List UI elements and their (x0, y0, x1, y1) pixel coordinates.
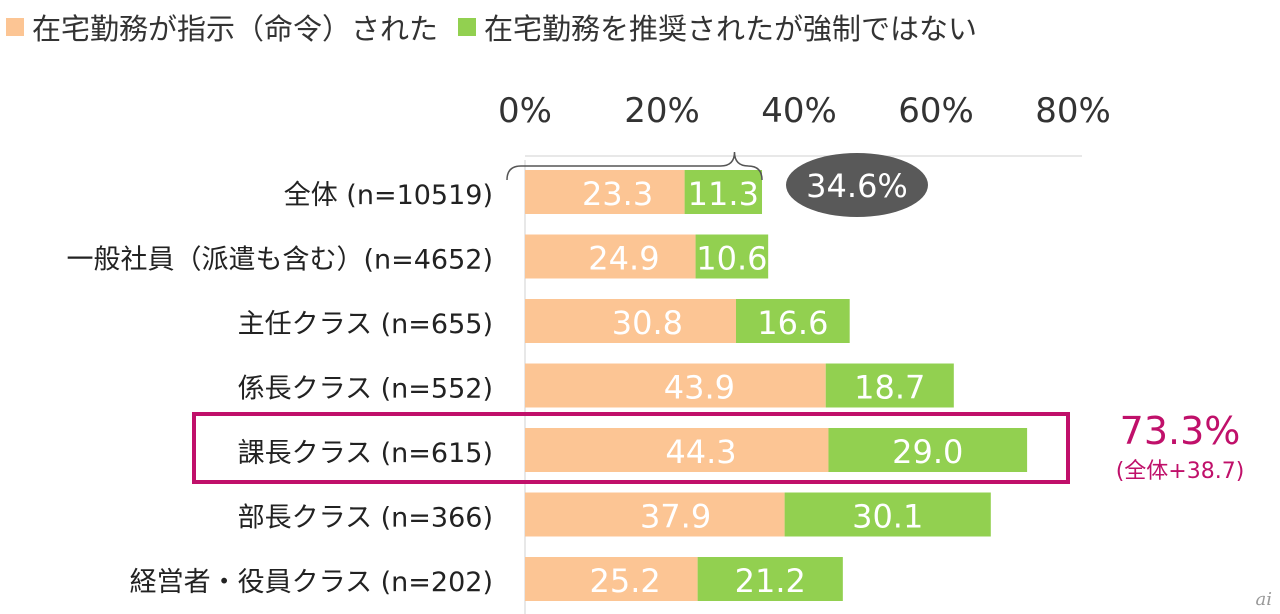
data-label: 11.3 (688, 175, 759, 213)
data-label: 43.9 (664, 369, 735, 407)
watermark-logo: ai (1255, 589, 1273, 610)
category-label: 部長クラス (n=366) (238, 503, 493, 534)
bar-ordered (525, 234, 696, 279)
category-label: 全体 (n=10519) (284, 180, 493, 211)
highlight-frame (192, 412, 1070, 484)
bar-ordered (525, 170, 685, 214)
category-label: 経営者・役員クラス (n=202) (130, 567, 493, 598)
bar-recommended (828, 428, 1028, 472)
legend-swatch-ordered (6, 18, 24, 36)
x-tick-label: 0% (498, 91, 552, 131)
legend-label-recommended: 在宅勤務を推奨されたが強制ではない (484, 12, 978, 46)
total-callout-bubble (786, 153, 928, 217)
legend-item-ordered: 在宅勤務が指示（命令）された (6, 6, 438, 48)
bar-recommended (684, 170, 763, 214)
data-label: 30.8 (612, 304, 683, 342)
x-tick-label: 40% (761, 91, 837, 131)
bar-recommended (735, 299, 850, 343)
bar-recommended (695, 234, 769, 279)
highlight-value: 73.3% (1120, 409, 1241, 453)
data-label: 21.2 (735, 562, 806, 600)
category-label: 主任クラス (n=655) (238, 309, 493, 340)
total-brace (506, 151, 763, 181)
bar-ordered (525, 557, 698, 601)
data-label: 18.7 (854, 369, 925, 407)
data-label: 25.2 (589, 562, 660, 600)
data-label: 44.3 (665, 433, 736, 471)
highlight-sub: (全体+38.7) (1116, 459, 1245, 484)
bar-recommended (697, 557, 843, 601)
bar-ordered (525, 299, 736, 343)
category-label: 一般社員（派遣も含む）(n=4652) (66, 245, 493, 276)
chart-legend: 在宅勤務が指示（命令）された 在宅勤務を推奨されたが強制ではない (6, 6, 997, 48)
data-label: 24.9 (588, 240, 659, 278)
data-label: 16.6 (757, 304, 828, 342)
legend-item-recommended: 在宅勤務を推奨されたが強制ではない (458, 6, 977, 48)
data-label: 37.9 (640, 498, 711, 536)
legend-label-ordered: 在宅勤務が指示（命令）された (32, 12, 439, 46)
category-label: 係長クラス (n=552) (238, 374, 493, 405)
total-callout-value: 34.6% (806, 167, 908, 205)
data-label: 30.1 (852, 498, 923, 536)
data-label: 23.3 (582, 175, 653, 213)
x-tick-label: 80% (1035, 91, 1111, 131)
legend-swatch-recommended (458, 18, 477, 36)
bar-recommended (825, 363, 954, 408)
data-label: 10.6 (696, 240, 767, 278)
x-tick-label: 60% (898, 91, 974, 131)
category-label: 課長クラス (n=615) (238, 438, 493, 469)
bar-ordered (525, 492, 785, 537)
data-label: 29.0 (892, 433, 963, 471)
bar-recommended (784, 492, 991, 537)
bar-ordered (525, 428, 829, 472)
x-tick-label: 20% (624, 91, 700, 131)
bar-ordered (525, 363, 826, 408)
